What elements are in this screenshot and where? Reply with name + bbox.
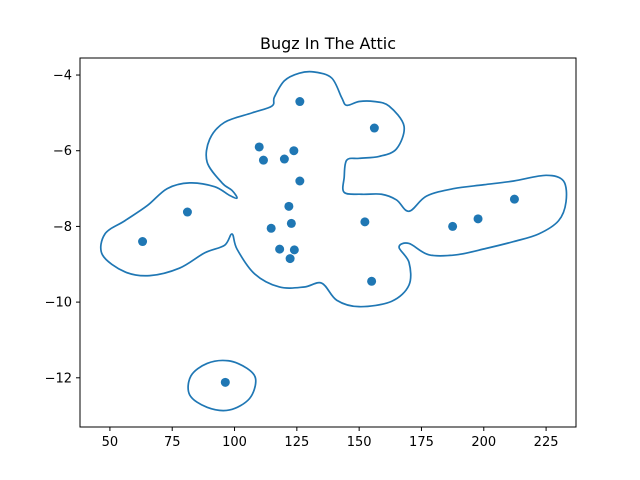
data-point-13 <box>289 245 299 255</box>
data-point-12 <box>289 146 299 156</box>
y-tick-label--12: −12 <box>45 371 72 386</box>
x-tick-label-75: 75 <box>164 435 181 450</box>
data-point-3 <box>220 377 230 387</box>
x-tick-label-125: 125 <box>284 435 309 450</box>
data-point-4 <box>254 142 264 152</box>
scatter-layer <box>138 97 519 387</box>
y-tick-label--6: −6 <box>53 144 72 159</box>
x-tick-label-50: 50 <box>102 435 119 450</box>
contour-line-2 <box>187 359 257 412</box>
data-point-16 <box>360 217 370 227</box>
x-tick-label-100: 100 <box>222 435 247 450</box>
data-point-21 <box>509 194 519 204</box>
x-tick-label-225: 225 <box>534 435 559 450</box>
data-point-2 <box>182 207 192 217</box>
contour-line-1 <box>99 70 568 308</box>
data-point-7 <box>275 244 285 254</box>
data-point-8 <box>279 154 289 164</box>
data-point-18 <box>369 123 379 133</box>
data-point-1 <box>138 237 148 247</box>
data-point-6 <box>266 223 276 233</box>
data-point-17 <box>367 276 377 286</box>
x-tick-label-200: 200 <box>471 435 496 450</box>
data-point-19 <box>448 221 458 231</box>
plot-area-frame <box>79 57 577 428</box>
data-point-9 <box>284 201 294 211</box>
data-point-14 <box>295 97 305 107</box>
x-tick-label-175: 175 <box>409 435 434 450</box>
y-tick-label--4: −4 <box>53 69 72 84</box>
y-axis: −12 −10 −8 −6 −4 <box>45 69 80 386</box>
x-tick-label-150: 150 <box>347 435 372 450</box>
y-tick-label--10: −10 <box>45 296 72 311</box>
data-point-5 <box>258 155 268 165</box>
contour-layer <box>99 70 568 412</box>
chart-title: Bugz In The Attic <box>260 34 396 53</box>
data-point-10 <box>285 254 295 264</box>
data-point-20 <box>473 214 483 224</box>
data-point-11 <box>286 218 296 228</box>
x-axis: 50 75 100 125 150 175 200 225 <box>102 427 559 450</box>
y-tick-label--8: −8 <box>53 220 72 235</box>
data-point-15 <box>295 176 305 186</box>
